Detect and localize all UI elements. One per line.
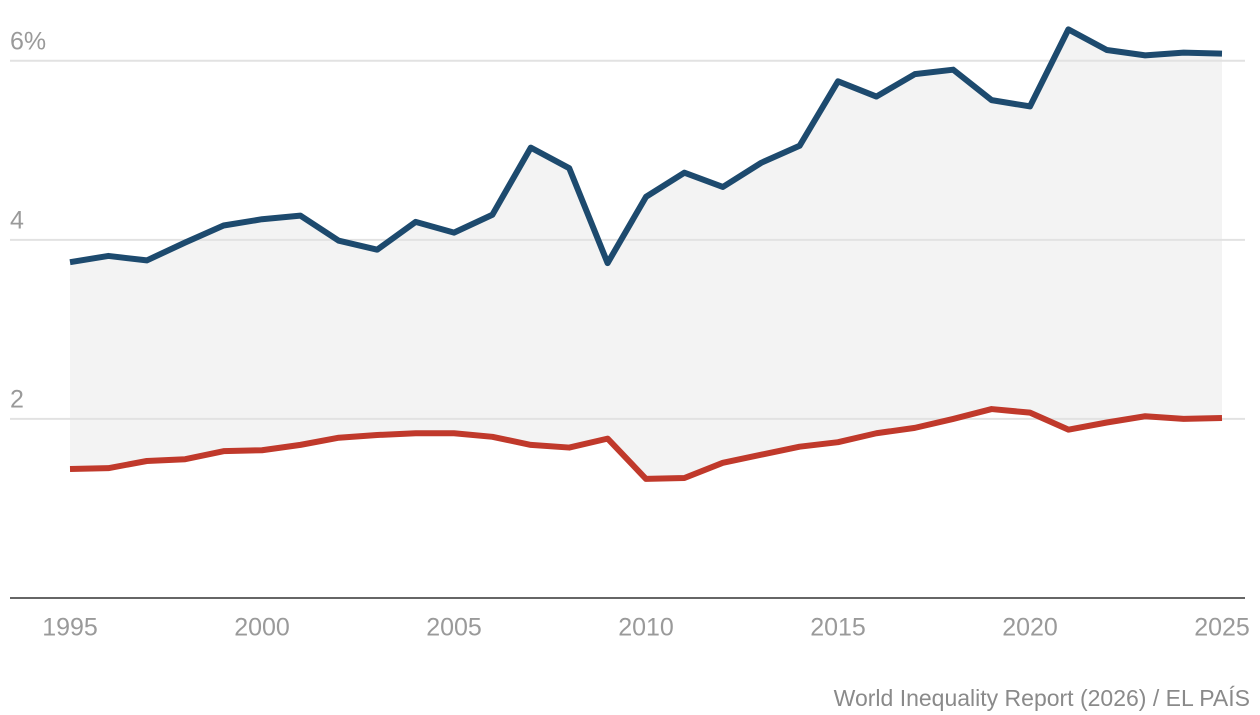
line xyxy=(69,26,1223,267)
y-tick-label: 6% xyxy=(10,27,46,55)
line xyxy=(69,406,1223,482)
x-tick-label: 2000 xyxy=(234,614,290,642)
x-tick-label: 2025 xyxy=(1194,614,1250,642)
x-tick-label: 2015 xyxy=(810,614,866,642)
source: World Inequality Report (2026) / EL PAÍS xyxy=(834,685,1250,711)
x-tick-label: 2020 xyxy=(1002,614,1058,642)
x-tick-label: 2005 xyxy=(426,614,482,642)
y-tick-label: 4 xyxy=(10,206,24,234)
y-tick-label: 2 xyxy=(10,386,24,414)
x-tick-label: 1995 xyxy=(42,614,98,642)
band-fill xyxy=(70,29,1222,479)
x-tick-label: 2010 xyxy=(618,614,674,642)
